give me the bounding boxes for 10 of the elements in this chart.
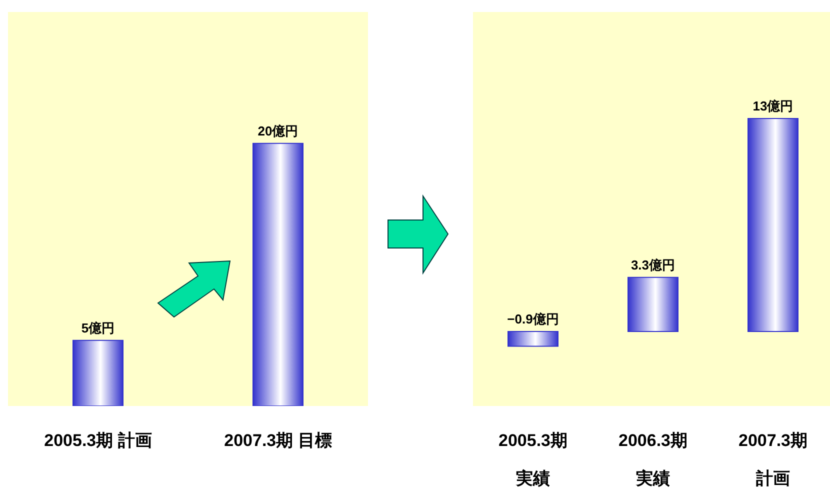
x-tick-label: 2006.3期実績 [618,430,688,490]
x-tick-label: 2007.3期計画 [738,430,808,490]
data-label: 3.3億円 [630,257,676,272]
x-tick-label: 2005.3期実績 [498,430,568,490]
data-label: 5億円 [81,320,115,336]
x-tick-label: 2007.3期 目標 [223,430,333,452]
data-label: 20億円 [258,123,298,138]
data-label: 13億円 [752,98,794,114]
data-label: −0.9億円 [507,311,559,326]
x-tick-label: 2005.3期 計画 [43,430,153,452]
